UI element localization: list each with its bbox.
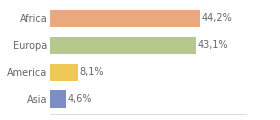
Text: 8,1%: 8,1% <box>80 67 104 77</box>
Bar <box>50 90 66 108</box>
Text: 43,1%: 43,1% <box>198 40 228 50</box>
Bar <box>50 37 196 54</box>
Text: 44,2%: 44,2% <box>201 13 232 23</box>
Bar <box>50 63 78 81</box>
Text: 4,6%: 4,6% <box>68 94 92 104</box>
Bar <box>50 10 200 27</box>
